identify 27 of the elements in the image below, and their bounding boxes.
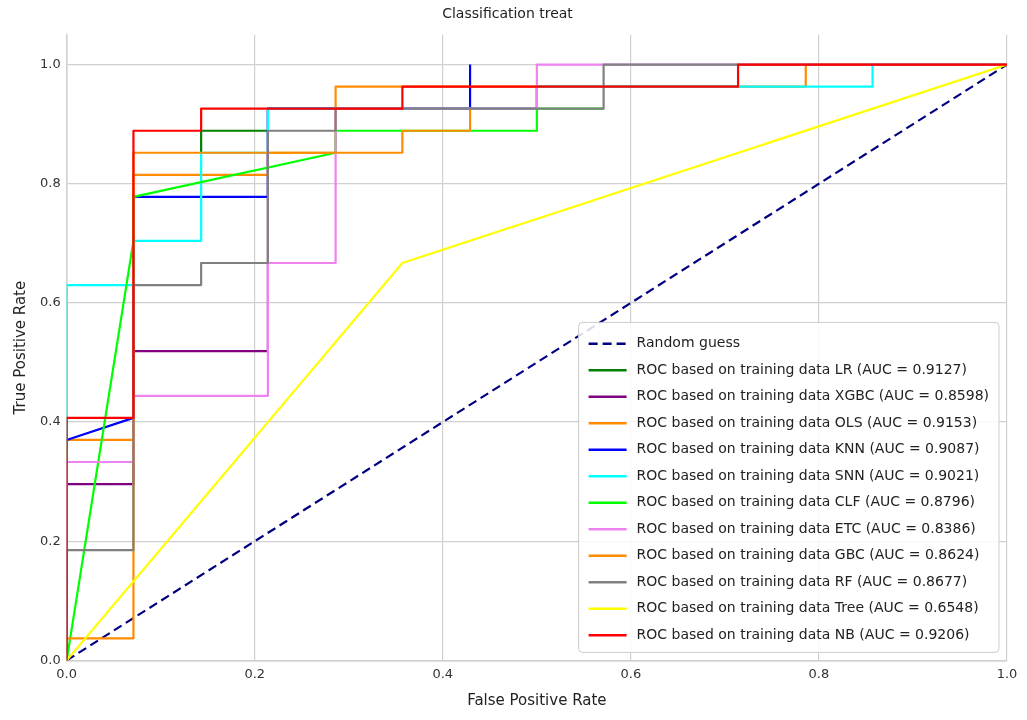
legend-label: ROC based on training data NB (AUC = 0.9206) <box>636 625 970 642</box>
legend-label: ROC based on training data XGBC (AUC = 0.8598) <box>636 387 989 404</box>
legend-label: ROC based on training data Tree (AUC = 0.6548) <box>636 599 979 616</box>
legend-label: ROC based on training data KNN (AUC = 0.9087) <box>636 440 980 457</box>
x-tick-label: 1.0 <box>996 665 1018 681</box>
y-tick-label: 0.4 <box>39 413 61 429</box>
legend-label: ROC based on training data ETC (AUC = 0.8386) <box>636 519 976 536</box>
y-tick-label: 0.2 <box>39 532 61 548</box>
legend-label: ROC based on training data GBC (AUC = 0.8624) <box>636 546 980 563</box>
x-tick-label: 0.6 <box>620 665 642 681</box>
legend-label: ROC based on training data OLS (AUC = 0.9153) <box>636 413 978 430</box>
y-axis-title: True Positive Rate <box>10 280 29 416</box>
x-tick-label: 0.4 <box>432 665 454 681</box>
chart-title: Classification treat <box>442 5 574 22</box>
y-tick-label: 0.6 <box>39 294 61 310</box>
y-tick-label: 0.8 <box>39 175 61 191</box>
y-tick-label: 0.0 <box>39 651 61 667</box>
y-tick-label: 1.0 <box>39 55 61 71</box>
legend-label: ROC based on training data SNN (AUC = 0.9021) <box>636 466 980 483</box>
legend-label: ROC based on training data RF (AUC = 0.8677) <box>636 572 968 589</box>
x-tick-label: 0.2 <box>244 665 266 681</box>
legend-label: ROC based on training data LR (AUC = 0.9127) <box>636 360 967 377</box>
x-tick-label: 0.8 <box>808 665 830 681</box>
x-tick-label: 0.0 <box>56 665 78 681</box>
legend-label: ROC based on training data CLF (AUC = 0.8796) <box>636 493 976 510</box>
x-axis-title: False Positive Rate <box>467 690 607 709</box>
legend-label: Random guess <box>636 334 740 351</box>
